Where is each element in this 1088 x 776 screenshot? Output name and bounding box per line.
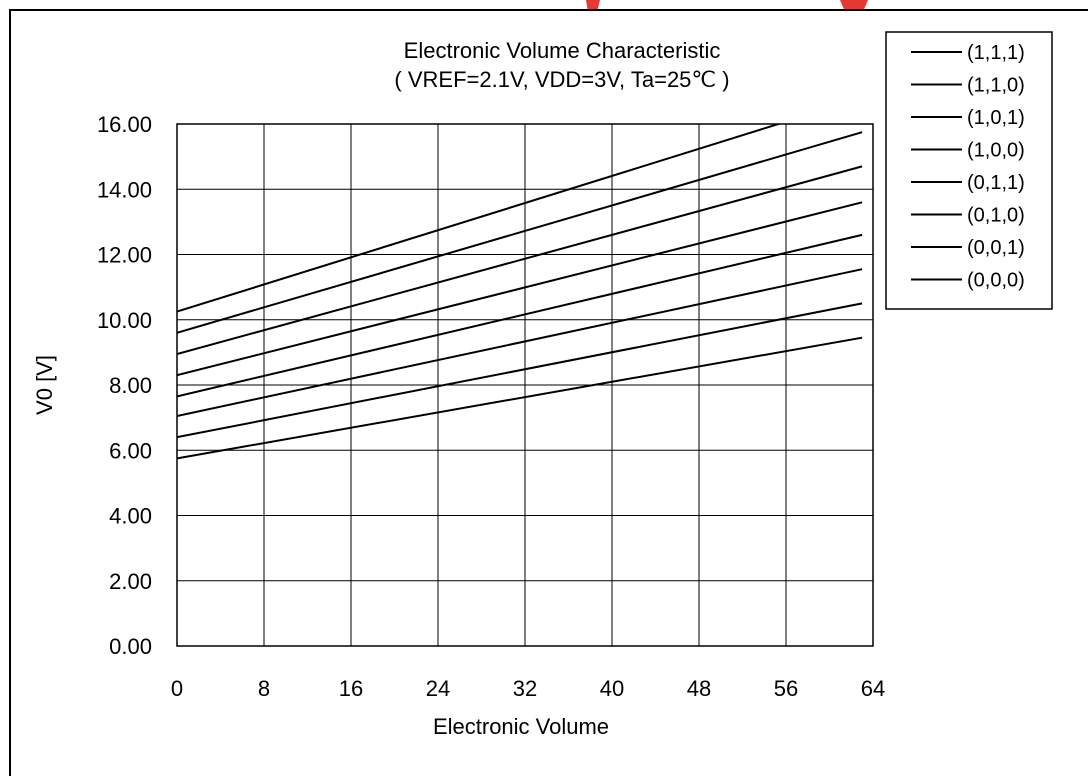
legend-label: (1,1,0) bbox=[967, 75, 1025, 97]
series-line bbox=[177, 131, 863, 334]
legend-label: (1,0,0) bbox=[967, 140, 1025, 162]
legend-label: (0,1,1) bbox=[967, 172, 1025, 194]
legend-label: (0,0,0) bbox=[967, 270, 1025, 292]
chart-title: Electronic Volume Characteristic bbox=[404, 38, 721, 63]
x-tick-label: 16 bbox=[339, 676, 363, 701]
y-tick-label: 2.00 bbox=[109, 569, 152, 594]
x-tick-label: 8 bbox=[258, 676, 270, 701]
legend-label: (1,0,1) bbox=[967, 107, 1025, 129]
series-line bbox=[177, 302, 863, 439]
y-tick-label: 8.00 bbox=[109, 373, 152, 398]
legend-label: (1,1,1) bbox=[967, 42, 1025, 64]
y-tick-label: 0.00 bbox=[109, 634, 152, 659]
series-lines bbox=[177, 124, 863, 460]
x-tick-label: 56 bbox=[774, 676, 798, 701]
y-tick-labels: 0.00 2.00 4.00 6.00 8.00 10.00 12.00 14.00 16.00 bbox=[97, 112, 152, 659]
series-line bbox=[177, 233, 863, 398]
series-line bbox=[177, 165, 863, 355]
series-line bbox=[177, 336, 863, 460]
x-tick-labels: 0 8 16 24 32 40 48 56 64 bbox=[171, 676, 885, 701]
x-tick-label: 40 bbox=[600, 676, 624, 701]
legend: (1,1,1) (1,1,0) (1,0,1) (1,0,0) (0,1,1) (0,1,… bbox=[885, 31, 1053, 310]
x-tick-label: 48 bbox=[687, 676, 711, 701]
y-tick-label: 14.00 bbox=[97, 177, 152, 202]
series-line bbox=[177, 124, 782, 313]
y-tick-label: 6.00 bbox=[109, 438, 152, 463]
x-tick-label: 24 bbox=[426, 676, 450, 701]
y-tick-label: 4.00 bbox=[109, 504, 152, 529]
series-line bbox=[177, 201, 863, 377]
x-axis-title: Electronic Volume bbox=[433, 714, 609, 739]
y-tick-label: 12.00 bbox=[97, 243, 152, 268]
x-tick-label: 32 bbox=[513, 676, 537, 701]
y-tick-label: 16.00 bbox=[97, 112, 152, 137]
y-tick-label: 10.00 bbox=[97, 308, 152, 333]
grid-lines bbox=[176, 123, 874, 647]
legend-box bbox=[885, 31, 1053, 310]
chart-subtitle: ( VREF=2.1V, VDD=3V, Ta=25℃ ) bbox=[394, 67, 729, 92]
y-axis-title: V0 [V] bbox=[32, 355, 57, 415]
legend-label: (0,0,1) bbox=[967, 237, 1025, 259]
plot-area-border bbox=[176, 123, 874, 647]
legend-label: (0,1,0) bbox=[967, 205, 1025, 227]
x-tick-label: 64 bbox=[861, 676, 885, 701]
series-line bbox=[177, 268, 863, 417]
x-tick-label: 0 bbox=[171, 676, 183, 701]
